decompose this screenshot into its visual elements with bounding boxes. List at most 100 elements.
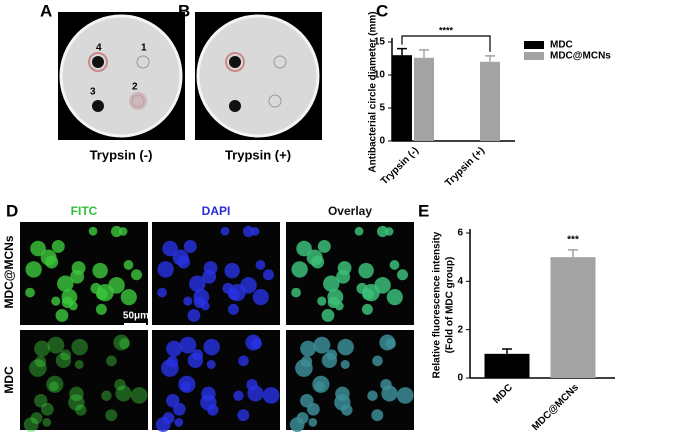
cell — [300, 340, 317, 357]
cell — [233, 390, 244, 401]
micrograph — [286, 222, 414, 325]
cell — [337, 338, 354, 356]
cell — [114, 378, 126, 391]
cell — [291, 287, 301, 298]
cell — [183, 239, 197, 253]
cell — [187, 308, 201, 322]
cell — [289, 417, 305, 432]
cell — [326, 349, 338, 361]
y-label: Relative fluorescence intensity — [432, 231, 443, 378]
cell — [262, 387, 280, 404]
cell — [237, 409, 250, 422]
bar — [414, 57, 434, 142]
caption: Trypsin (-) — [90, 147, 153, 162]
cell — [376, 225, 389, 238]
cell — [371, 409, 384, 422]
well — [136, 55, 150, 69]
cell — [358, 262, 374, 279]
cell — [206, 359, 216, 369]
cell — [255, 260, 266, 270]
cell — [162, 240, 178, 257]
panel-label: E — [418, 201, 429, 220]
cell — [384, 227, 394, 236]
cell — [155, 417, 171, 432]
cell — [183, 296, 193, 306]
cell — [340, 359, 350, 369]
cell — [55, 308, 69, 322]
cell — [397, 269, 409, 281]
row-header: MDC — [2, 366, 16, 394]
column-header: FITC — [71, 204, 98, 218]
zone — [225, 52, 245, 72]
cell — [308, 417, 318, 427]
cell — [341, 404, 353, 416]
cell — [51, 296, 61, 306]
dish — [196, 14, 320, 138]
bar — [484, 353, 530, 378]
cell — [224, 262, 240, 279]
cell — [220, 226, 230, 236]
cell — [48, 381, 59, 392]
caption: Trypsin (+) — [225, 147, 291, 162]
cell — [101, 390, 112, 401]
micrograph — [20, 222, 148, 325]
error-bar — [419, 49, 429, 58]
x-tick-label: MDC@MCNs — [530, 382, 581, 433]
cell — [61, 296, 74, 309]
cell — [207, 404, 219, 416]
y-tick-label: 6 — [457, 228, 463, 239]
cell — [396, 387, 414, 404]
y-tick-label: 4 — [457, 276, 463, 287]
cell — [367, 390, 378, 401]
cell — [71, 338, 88, 356]
cell — [336, 269, 351, 284]
cell — [46, 375, 64, 393]
well — [268, 94, 282, 108]
panel-label: C — [376, 1, 388, 20]
cell — [23, 417, 39, 432]
cell — [69, 386, 84, 402]
cell — [110, 225, 123, 238]
cell — [177, 255, 191, 269]
cell — [30, 412, 43, 425]
cell — [34, 355, 47, 368]
column-header: Overlay — [328, 204, 372, 218]
legend-label: MDC — [550, 40, 573, 51]
annotation: **** — [439, 25, 454, 35]
cell — [40, 402, 54, 416]
spot-label: 2 — [132, 82, 138, 93]
error-bar — [502, 348, 512, 354]
cell — [317, 239, 331, 253]
cell — [113, 334, 130, 351]
bar — [480, 61, 500, 141]
y-tick-label: 5 — [379, 103, 385, 114]
cell — [246, 378, 258, 391]
cell — [75, 404, 87, 416]
well — [229, 100, 241, 112]
cell — [291, 261, 308, 278]
scale-bar-label: 50μm — [123, 311, 149, 322]
column-header: DAPI — [202, 204, 231, 218]
well — [273, 55, 287, 69]
y-label: (Fold of MDC group) — [445, 257, 456, 354]
cell — [354, 226, 364, 236]
cell — [189, 275, 206, 292]
cell — [174, 417, 184, 427]
cell — [25, 287, 35, 298]
cell — [119, 338, 130, 349]
cell — [34, 340, 51, 357]
cell — [242, 225, 255, 238]
cell — [362, 283, 380, 302]
x-tick-label: Trypsin (-) — [379, 145, 421, 187]
cell — [60, 349, 72, 361]
cell — [25, 261, 42, 278]
cell — [314, 381, 325, 392]
cell — [321, 308, 335, 322]
spot-label: 3 — [90, 87, 96, 98]
legend-swatch — [524, 41, 544, 49]
well — [92, 56, 104, 68]
well — [229, 56, 241, 68]
cell — [380, 378, 392, 391]
cell — [74, 359, 84, 369]
